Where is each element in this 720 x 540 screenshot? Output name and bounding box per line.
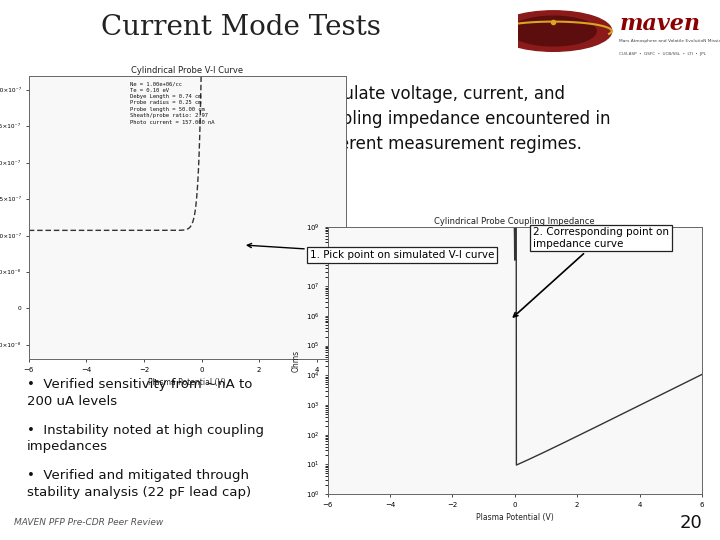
X-axis label: Plasma Potential (V): Plasma Potential (V) (148, 379, 226, 387)
Circle shape (495, 11, 612, 51)
X-axis label: Plasma Potential (V): Plasma Potential (V) (476, 514, 554, 522)
Text: CU/LASP  •  GSFC  •  UCB/SSL  •  LTI  •  JPL: CU/LASP • GSFC • UCB/SSL • LTI • JPL (619, 52, 706, 56)
Text: 2. Corresponding point on
impedance curve: 2. Corresponding point on impedance curv… (513, 227, 669, 317)
Text: Ne = 1.00e+06/cc
Te = 0.10 eV
Debye Length = 0.74 cm
Probe radius = 0.25 cm
Prob: Ne = 1.00e+06/cc Te = 0.10 eV Debye Leng… (130, 81, 215, 125)
Text: •  Instability noted at high coupling
impedances: • Instability noted at high coupling imp… (27, 424, 264, 453)
Text: •  Verified sensitivity from ~nA to
200 uA levels: • Verified sensitivity from ~nA to 200 u… (27, 379, 252, 408)
Y-axis label: Ohms: Ohms (292, 349, 300, 372)
Text: Current Mode Tests: Current Mode Tests (101, 14, 381, 40)
Text: 1. Pick point on simulated V-I curve: 1. Pick point on simulated V-I curve (248, 244, 495, 260)
Title: Cylindrical Probe V-I Curve: Cylindrical Probe V-I Curve (131, 66, 243, 75)
Text: •  Verified and mitigated through
stability analysis (22 pF lead cap): • Verified and mitigated through stabili… (27, 469, 251, 499)
Text: maven: maven (619, 14, 701, 35)
Text: Mars Atmosphere and Volatile EvolutioN Mission: Mars Atmosphere and Volatile EvolutioN M… (619, 39, 720, 43)
Text: 20: 20 (679, 514, 702, 531)
Circle shape (510, 16, 596, 46)
Text: MAVEN PFP Pre-CDR Peer Review: MAVEN PFP Pre-CDR Peer Review (14, 518, 163, 527)
Title: Cylindrical Probe Coupling Impedance: Cylindrical Probe Coupling Impedance (434, 217, 595, 226)
Text: Simulate voltage, current, and
coupling impedance encountered in
different measu: Simulate voltage, current, and coupling … (312, 85, 610, 153)
